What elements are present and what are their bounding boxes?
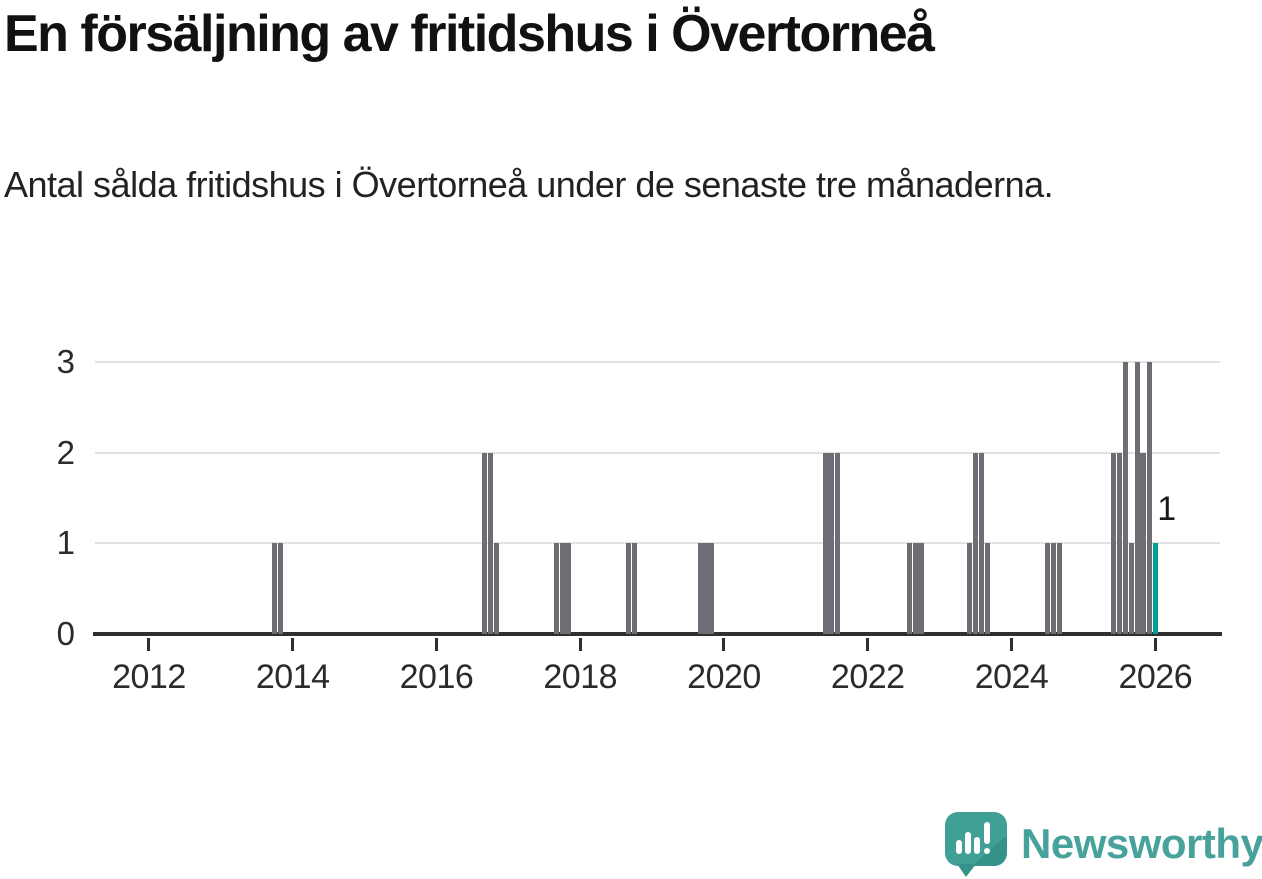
bar [493,543,499,634]
highlighted-bar [1152,543,1158,634]
x-axis-line [93,632,1222,636]
gridline [95,361,1220,363]
chart-subtitle: Antal sålda fritidshus i Övertorneå unde… [4,164,1054,205]
x-tick-label: 2026 [1118,658,1193,696]
point-value-label: 1 [1157,490,1177,529]
x-tick [1153,638,1157,651]
bar [1146,362,1153,634]
y-tick-label: 3 [56,343,75,380]
bar [1057,543,1063,634]
x-tick-label: 2022 [830,658,905,696]
bar [967,543,973,634]
bar [559,543,565,634]
bar [277,543,284,634]
x-tick [147,638,151,651]
bar [272,543,278,634]
bar [829,452,835,634]
bar-chart: 0 1 2 3 2012 2014 2016 2018 2020 2022 2024 2026 1 [57,343,1222,696]
bar [1134,362,1140,634]
bar [1116,452,1122,634]
bar [906,543,913,634]
x-tick-label: 2024 [974,658,1049,696]
x-tick-label: 2020 [687,658,761,696]
bar [703,543,709,634]
bar [919,543,925,634]
bar [625,543,631,634]
x-tick [578,638,582,651]
newsworthy-speech-bubble-chart-icon [945,812,1007,877]
y-tick-label: 2 [56,433,75,471]
bar [631,543,637,634]
bar [553,543,560,634]
newsworthy-wordmark: Newsworthy [1021,820,1262,867]
bar [1111,452,1117,634]
bar [1044,543,1051,634]
bar [565,543,571,634]
x-tick [1010,638,1014,651]
x-tick-label: 2012 [112,658,186,696]
bar [482,452,488,634]
x-tick [866,638,870,651]
bar [1128,543,1135,634]
gridline [95,542,1220,545]
bar [1140,452,1146,634]
bar [487,452,493,634]
x-tick [434,638,438,651]
x-tick [291,638,295,651]
bar [1122,362,1128,634]
bar [697,543,703,634]
x-tick [722,638,726,651]
bar [913,543,919,634]
bar [834,452,841,634]
bar [709,543,715,634]
bar [1050,543,1056,634]
y-tick-label: 1 [56,524,75,562]
x-tick-label: 2018 [543,658,618,696]
x-tick-label: 2014 [255,658,330,696]
x-tick-label: 2016 [399,658,474,696]
bar [978,452,984,634]
plot-area: 0 1 2 3 2012 2014 2016 2018 2020 2022 2024 2026 1 [57,343,1222,696]
bar [972,452,979,634]
y-tick-label: 0 [56,615,75,652]
gridline [95,451,1220,454]
page-title: En försäljning av fritidshus i Övertorne… [4,5,935,63]
bar [985,543,991,634]
newsworthy-logo: Newsworthy [944,812,1262,877]
bar [823,452,829,634]
